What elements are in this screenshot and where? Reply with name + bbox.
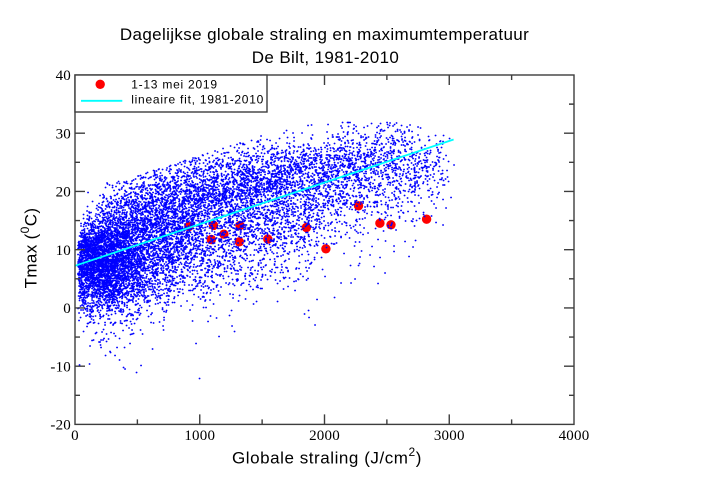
svg-text:Tmax (0C): Tmax (0C) <box>18 208 41 289</box>
svg-text:0: 0 <box>63 301 71 317</box>
svg-text:1-13 mei 2019: 1-13 mei 2019 <box>131 78 218 92</box>
svg-text:4000: 4000 <box>559 428 590 444</box>
svg-text:1000: 1000 <box>184 428 215 444</box>
svg-text:10: 10 <box>56 243 71 259</box>
svg-text:Dagelijkse globale straling en: Dagelijkse globale straling en maximumte… <box>120 25 529 44</box>
svg-text:3000: 3000 <box>434 428 465 444</box>
svg-text:lineaire fit, 1981-2010: lineaire fit, 1981-2010 <box>131 93 264 107</box>
svg-text:40: 40 <box>56 68 71 84</box>
svg-text:20: 20 <box>56 185 71 201</box>
svg-text:30: 30 <box>56 126 71 142</box>
svg-text:0: 0 <box>71 428 79 444</box>
svg-text:2000: 2000 <box>309 428 340 444</box>
svg-text:-20: -20 <box>50 418 71 434</box>
svg-text:-10: -10 <box>50 359 71 375</box>
svg-text:De Bilt, 1981-2010: De Bilt, 1981-2010 <box>252 48 399 67</box>
svg-text:Globale straling (J/cm2): Globale straling (J/cm2) <box>232 445 422 468</box>
